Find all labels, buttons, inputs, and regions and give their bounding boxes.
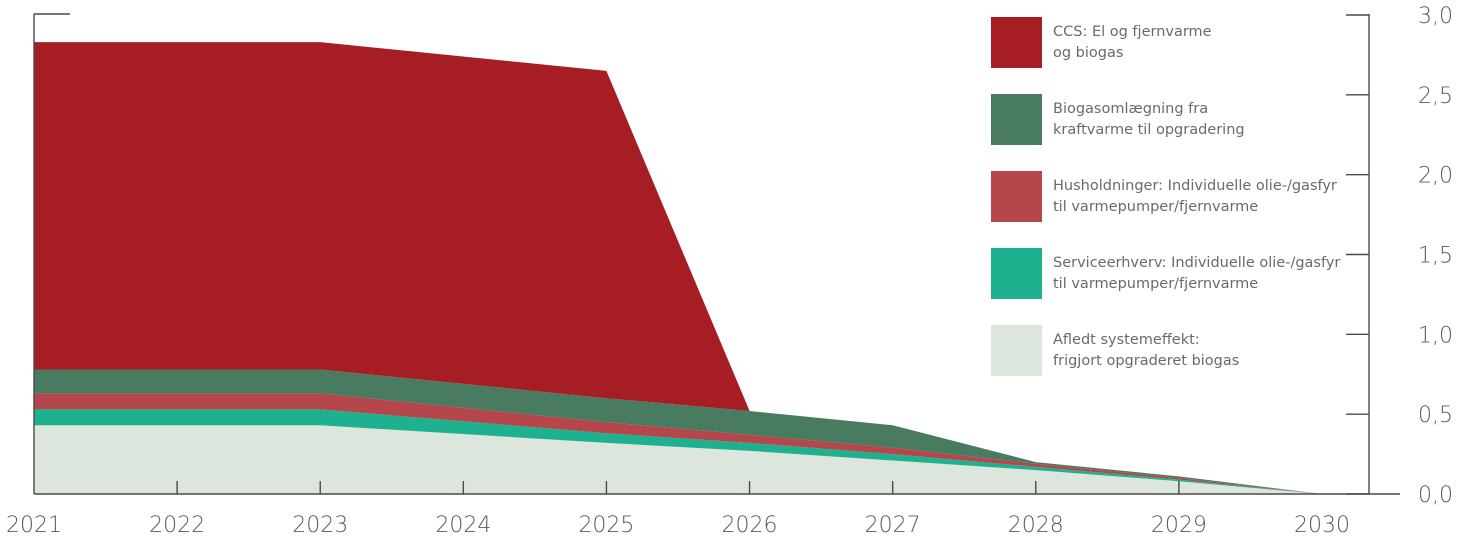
x-tick-label: 2025 (578, 513, 634, 538)
x-tick-label: 2030 (1294, 513, 1350, 538)
x-tick-label: 2027 (865, 513, 921, 538)
y-tick-label: 3,0 (1418, 4, 1453, 29)
area-series-1 (34, 409, 1322, 494)
legend-label: Afledt systemeffekt: (1053, 332, 1200, 348)
area-series-4 (34, 42, 1322, 494)
legend-swatch (991, 325, 1042, 376)
x-tick-label: 2026 (722, 513, 778, 538)
area-series-2 (34, 393, 1322, 494)
y-tick-label: 2,0 (1418, 164, 1453, 189)
x-tick-label: 2022 (149, 513, 205, 538)
x-tick-label: 2021 (6, 513, 62, 538)
legend-swatch (991, 248, 1042, 299)
legend-label: frigjort opgraderet biogas (1053, 353, 1239, 369)
y-tick-label: 1,0 (1418, 323, 1453, 348)
y-tick-label: 1,5 (1418, 244, 1453, 269)
area-layers (34, 42, 1322, 494)
axes: 2021 2022 2023 2024 2025 2026 2027 2028 2029 2030… (6, 4, 1453, 538)
legend-label: CCS: El og fjernvarme (1053, 24, 1212, 40)
legend-label: til varmepumper/fjernvarme (1053, 276, 1258, 292)
legend-label: Biogasomlægning fra (1053, 101, 1208, 117)
y-tick-label: 2,5 (1418, 84, 1453, 109)
legend-swatch (991, 171, 1042, 222)
legend-label: til varmepumper/fjernvarme (1053, 199, 1258, 215)
legend-label: Serviceerhverv: Individuelle olie-/gasfy… (1053, 255, 1340, 271)
area-series-3 (34, 369, 1322, 494)
x-tick-label: 2028 (1008, 513, 1064, 538)
legend-label: og biogas (1053, 45, 1123, 61)
x-tick-label: 2029 (1151, 513, 1207, 538)
area-series-0 (34, 425, 1322, 494)
y-tick-label: 0,5 (1418, 403, 1453, 428)
x-tick-label: 2024 (435, 513, 491, 538)
legend-label: Husholdninger: Individuelle olie-/gasfyr (1053, 178, 1337, 194)
y-tick-label: 0,0 (1418, 483, 1453, 508)
legend-swatch (991, 17, 1042, 68)
x-tick-label: 2023 (292, 513, 348, 538)
legend: CCS: El og fjernvarme og biogas Biogasomlæ… (991, 17, 1340, 376)
legend-label: kraftvarme til opgradering (1053, 122, 1245, 138)
legend-swatch (991, 94, 1042, 145)
